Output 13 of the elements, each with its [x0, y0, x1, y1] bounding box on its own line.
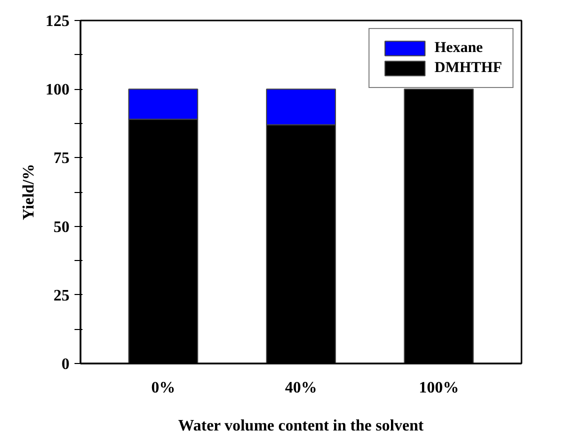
y-axis-title: Yield/%: [20, 164, 38, 220]
x-tick-label: 40%: [285, 380, 317, 396]
x-tick-label: 0%: [151, 380, 176, 396]
y-tick-label: 0: [62, 356, 70, 373]
legend-label: Hexane: [434, 40, 483, 56]
legend-label: DMHTHF: [434, 60, 502, 76]
y-tick-label: 25: [54, 287, 70, 304]
y-tick-label: 125: [46, 13, 70, 30]
y-tick-label: 50: [54, 218, 70, 236]
x-tick-label: 100%: [418, 380, 459, 396]
y-tick-label: 100: [46, 82, 70, 99]
y-tick-label: 75: [54, 150, 70, 168]
x-axis-title: Water volume content in the solvent: [178, 418, 424, 434]
